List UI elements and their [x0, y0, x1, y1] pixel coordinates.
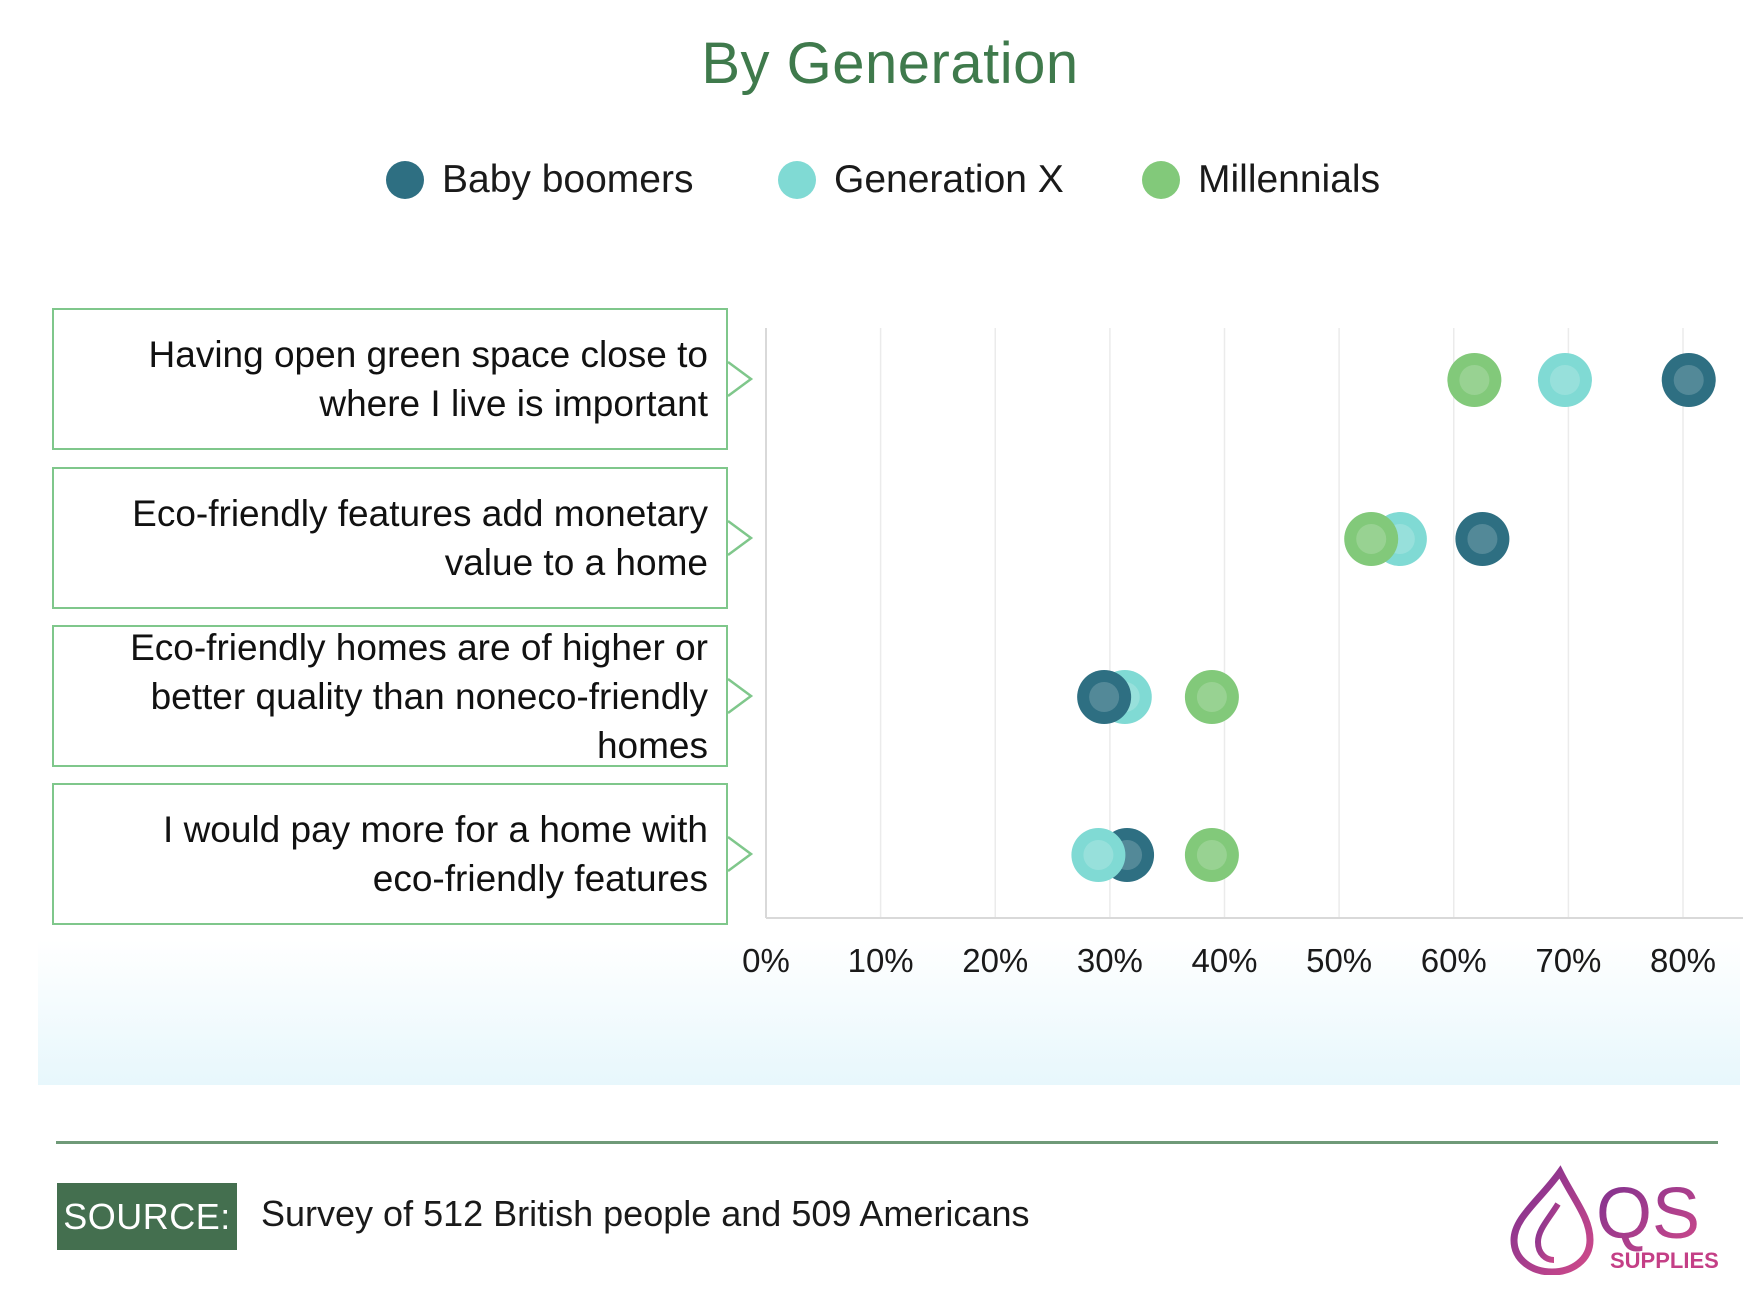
label-pointer-2 — [727, 519, 754, 557]
category-label-3: Eco-friendly homes are of higher or bett… — [130, 623, 708, 770]
background-fade — [38, 940, 1740, 1085]
category-label-3-line-1: Eco-friendly homes are of higher or — [130, 626, 708, 668]
chart-title: By Generation — [701, 31, 1079, 96]
data-point-millennials-row-3 — [1184, 670, 1239, 724]
category-label-box-2: Eco-friendly features add monetary value… — [52, 467, 728, 609]
x-tick-label: 70% — [1535, 942, 1601, 979]
legend-label-generation-x: Generation X — [834, 158, 1064, 201]
source-badge: SOURCE: — [57, 1183, 237, 1250]
category-label-box-1: Having open green space close to where I… — [52, 308, 728, 450]
legend-label-millennials: Millennials — [1198, 158, 1381, 201]
data-point-generation-x-row-4 — [1071, 828, 1126, 882]
source-text: Survey of 512 British people and 509 Ame… — [261, 1193, 1030, 1234]
x-tick-label: 10% — [848, 942, 914, 979]
droplet-icon — [1510, 1165, 1594, 1275]
legend: Baby boomers Generation X Millennials — [0, 150, 1764, 210]
legend-marker-millennials — [1142, 161, 1180, 199]
data-point-baby-boomers-row-1 — [1661, 353, 1716, 407]
category-label-3-line-3: homes — [596, 724, 708, 766]
category-label-4-line-1: I would pay more for a home with — [163, 809, 708, 850]
footer-divider — [56, 1141, 1718, 1144]
category-label-4: I would pay more for a home with eco-fri… — [163, 805, 708, 903]
label-pointer-4 — [727, 835, 754, 873]
x-tick-label: 20% — [962, 942, 1028, 979]
category-label-1: Having open green space close to where I… — [149, 330, 708, 428]
legend-marker-baby-boomers — [386, 161, 424, 199]
category-label-1-line-2: where I live is important — [319, 383, 708, 424]
label-pointer-1 — [727, 360, 754, 398]
x-tick-label: 50% — [1306, 942, 1372, 979]
x-tick-label: 80% — [1650, 942, 1716, 979]
data-point-generation-x-row-1 — [1537, 353, 1592, 407]
x-tick-label: 30% — [1077, 942, 1143, 979]
x-tick-label: 40% — [1191, 942, 1257, 979]
data-point-baby-boomers-row-2 — [1455, 512, 1510, 566]
logo-subtext: SUPPLIES — [1610, 1248, 1719, 1273]
x-tick-label: 0% — [742, 942, 790, 979]
data-point-millennials-row-1 — [1447, 353, 1502, 407]
legend-marker-generation-x — [778, 161, 816, 199]
legend-item-generation-x: Generation X — [778, 150, 1064, 210]
category-label-2-line-2: value to a home — [444, 542, 708, 583]
logo-letters: QS — [1596, 1174, 1700, 1254]
qs-supplies-logo: QS SUPPLIES — [1510, 1165, 1719, 1275]
category-label-box-3: Eco-friendly homes are of higher or bett… — [52, 625, 728, 767]
category-label-3-line-2: better quality than noneco-friendly — [150, 675, 708, 717]
category-label-1-line-1: Having open green space close to — [148, 334, 708, 375]
category-label-2-line-1: Eco-friendly features add monetary — [132, 493, 708, 534]
category-label-4-line-2: eco-friendly features — [372, 858, 708, 899]
label-pointer-3 — [727, 677, 754, 715]
data-point-millennials-row-2 — [1344, 512, 1399, 566]
legend-item-baby-boomers: Baby boomers — [386, 150, 693, 210]
x-tick-label: 60% — [1421, 942, 1487, 979]
category-label-box-4: I would pay more for a home with eco-fri… — [52, 783, 728, 925]
legend-item-millennials: Millennials — [1142, 150, 1380, 210]
data-point-baby-boomers-row-3 — [1077, 670, 1132, 724]
data-point-millennials-row-4 — [1184, 828, 1239, 882]
category-label-2: Eco-friendly features add monetary value… — [132, 489, 708, 587]
legend-label-baby-boomers: Baby boomers — [442, 158, 694, 201]
